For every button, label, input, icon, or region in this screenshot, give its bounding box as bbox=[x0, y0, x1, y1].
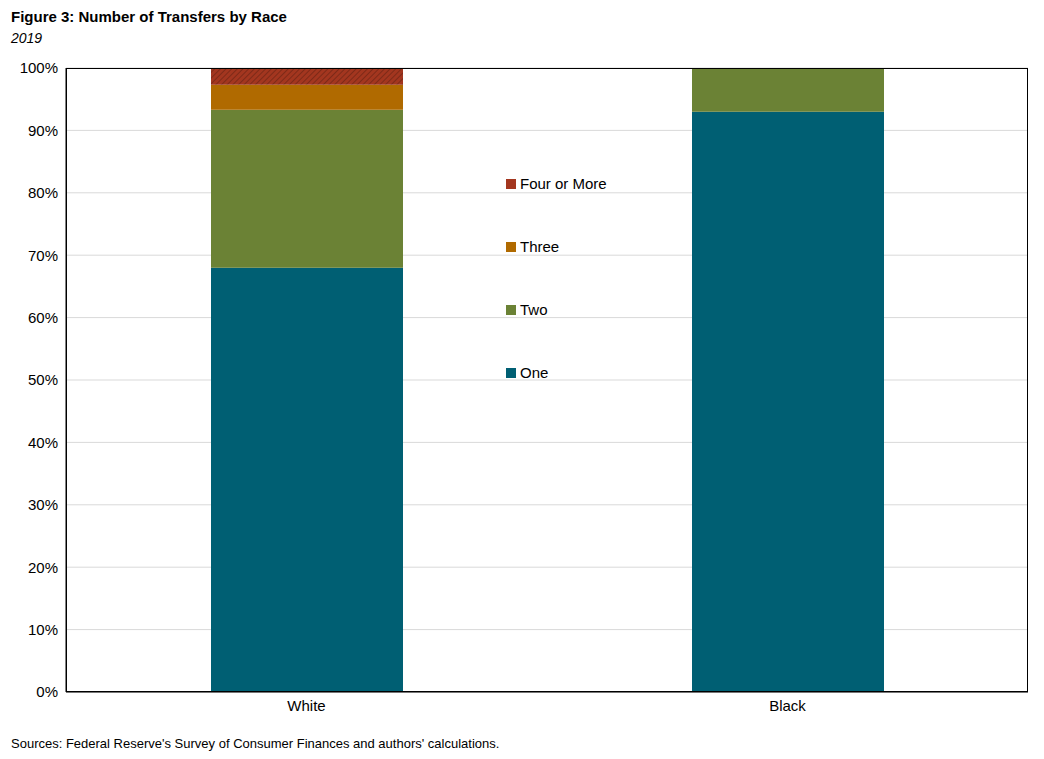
html-text:Three: Three bbox=[520, 238, 560, 255]
html-text:Sources: Federal Reserve's Sur: Sources: Federal Reserve's Survey of Con… bbox=[11, 736, 500, 751]
svg-text:70%: 70% bbox=[28, 247, 58, 264]
svg-text:60%: 60% bbox=[28, 309, 58, 326]
svg-text:50%: 50% bbox=[28, 371, 58, 388]
svg-text:10%: 10% bbox=[28, 621, 58, 638]
html-text:Four or More: Four or More bbox=[520, 175, 607, 192]
svg-text:0%: 0% bbox=[36, 683, 58, 700]
svg-text:Black: Black bbox=[769, 697, 806, 714]
svg-text:90%: 90% bbox=[28, 122, 58, 139]
svg-text:40%: 40% bbox=[28, 434, 58, 451]
html-text:Figure 3: Number of Transfers: Figure 3: Number of Transfers by Race bbox=[11, 8, 287, 25]
svg-text:30%: 30% bbox=[28, 496, 58, 513]
svg-text:80%: 80% bbox=[28, 184, 58, 201]
html-text:Two: Two bbox=[520, 301, 548, 318]
svg-text:White: White bbox=[287, 697, 325, 714]
html-text:2019: 2019 bbox=[11, 30, 43, 46]
svg-text:20%: 20% bbox=[28, 559, 58, 576]
svg-text:100%: 100% bbox=[20, 59, 58, 76]
html-text:One: One bbox=[520, 364, 549, 381]
